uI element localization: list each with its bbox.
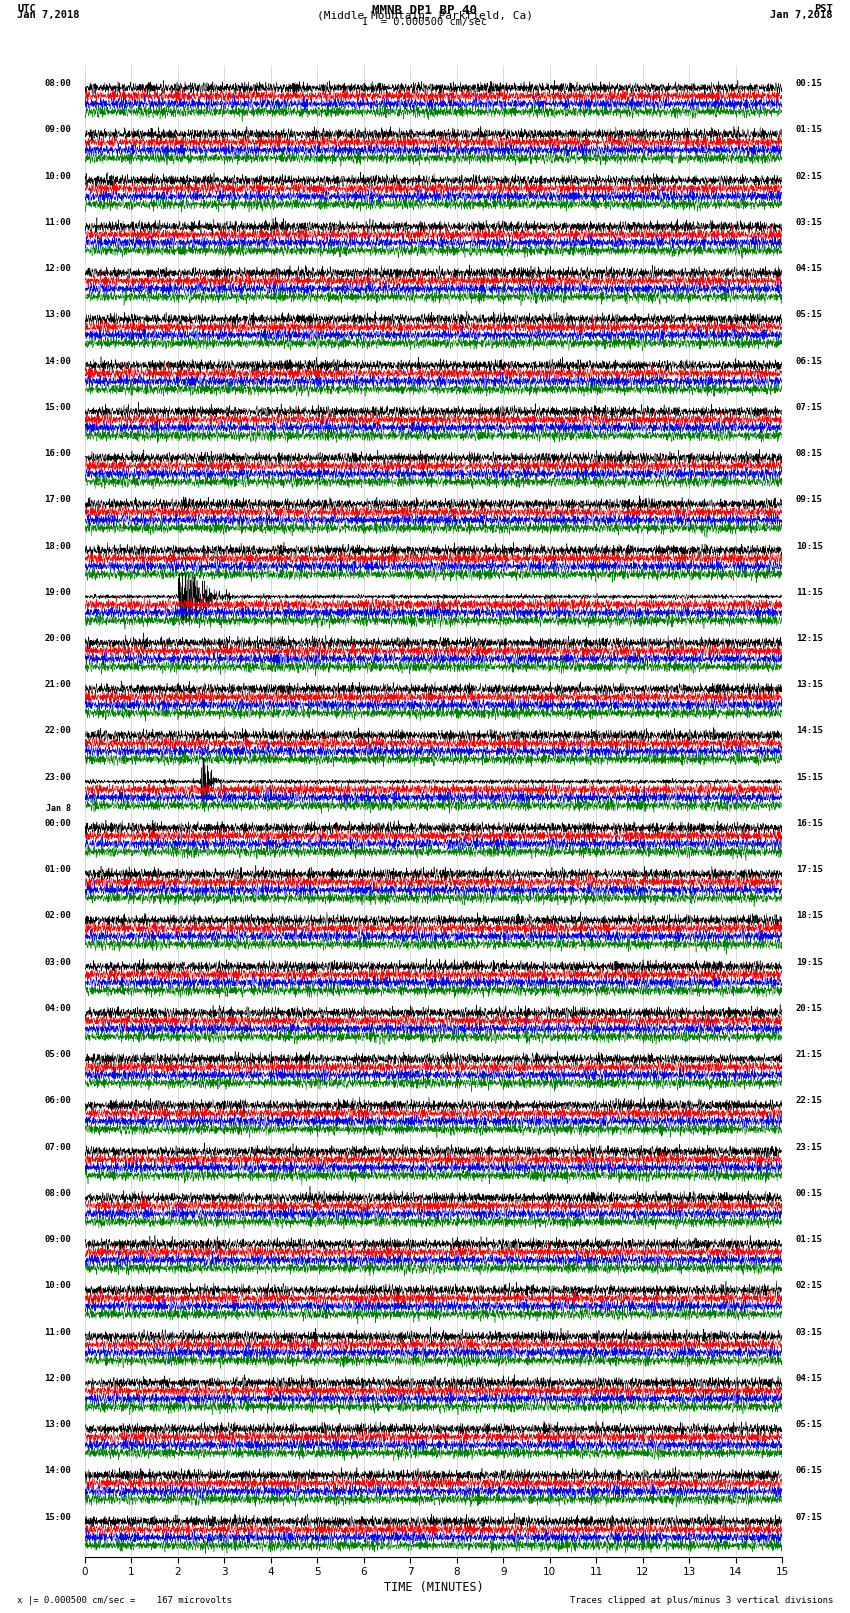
Text: I  = 0.000500 cm/sec: I = 0.000500 cm/sec [362, 18, 488, 27]
Text: 21:00: 21:00 [44, 681, 71, 689]
X-axis label: TIME (MINUTES): TIME (MINUTES) [383, 1581, 484, 1594]
Text: 09:00: 09:00 [44, 1236, 71, 1244]
Text: 03:15: 03:15 [796, 218, 823, 227]
Text: 10:15: 10:15 [796, 542, 823, 550]
Text: 15:00: 15:00 [44, 403, 71, 411]
Text: 16:00: 16:00 [44, 448, 71, 458]
Text: 17:00: 17:00 [44, 495, 71, 505]
Text: Jan 7,2018: Jan 7,2018 [770, 10, 833, 19]
Text: 04:15: 04:15 [796, 265, 823, 273]
Text: 18:00: 18:00 [44, 542, 71, 550]
Text: 22:00: 22:00 [44, 726, 71, 736]
Text: 19:15: 19:15 [796, 958, 823, 966]
Text: 00:15: 00:15 [796, 79, 823, 89]
Text: 09:15: 09:15 [796, 495, 823, 505]
Text: 08:15: 08:15 [796, 448, 823, 458]
Text: 07:15: 07:15 [796, 1513, 823, 1521]
Text: x |= 0.000500 cm/sec =    167 microvolts: x |= 0.000500 cm/sec = 167 microvolts [17, 1595, 232, 1605]
Text: 01:15: 01:15 [796, 1236, 823, 1244]
Text: 14:00: 14:00 [44, 1466, 71, 1476]
Text: 22:15: 22:15 [796, 1097, 823, 1105]
Text: 20:15: 20:15 [796, 1003, 823, 1013]
Text: 10:00: 10:00 [44, 171, 71, 181]
Text: 02:00: 02:00 [44, 911, 71, 921]
Text: 02:15: 02:15 [796, 171, 823, 181]
Text: 14:15: 14:15 [796, 726, 823, 736]
Text: 06:00: 06:00 [44, 1097, 71, 1105]
Text: 13:15: 13:15 [796, 681, 823, 689]
Text: 14:00: 14:00 [44, 356, 71, 366]
Text: 15:00: 15:00 [44, 1513, 71, 1521]
Text: 16:15: 16:15 [796, 819, 823, 827]
Text: 19:00: 19:00 [44, 587, 71, 597]
Text: 15:15: 15:15 [796, 773, 823, 782]
Text: 02:15: 02:15 [796, 1281, 823, 1290]
Text: 13:00: 13:00 [44, 310, 71, 319]
Text: 11:15: 11:15 [796, 587, 823, 597]
Text: 01:00: 01:00 [44, 865, 71, 874]
Text: 07:00: 07:00 [44, 1142, 71, 1152]
Text: Jan 7,2018: Jan 7,2018 [17, 10, 80, 19]
Text: 05:15: 05:15 [796, 1419, 823, 1429]
Text: 09:00: 09:00 [44, 126, 71, 134]
Text: 23:15: 23:15 [796, 1142, 823, 1152]
Text: 11:00: 11:00 [44, 1327, 71, 1337]
Text: 11:00: 11:00 [44, 218, 71, 227]
Text: Jan 8: Jan 8 [46, 803, 71, 813]
Text: 17:15: 17:15 [796, 865, 823, 874]
Text: 07:15: 07:15 [796, 403, 823, 411]
Text: 06:15: 06:15 [796, 356, 823, 366]
Text: 03:15: 03:15 [796, 1327, 823, 1337]
Text: 23:00: 23:00 [44, 773, 71, 782]
Text: 00:00: 00:00 [44, 819, 71, 827]
Text: 00:15: 00:15 [796, 1189, 823, 1198]
Text: 01:15: 01:15 [796, 126, 823, 134]
Text: 08:00: 08:00 [44, 1189, 71, 1198]
Text: 18:15: 18:15 [796, 911, 823, 921]
Text: 21:15: 21:15 [796, 1050, 823, 1060]
Text: 05:00: 05:00 [44, 1050, 71, 1060]
Text: 13:00: 13:00 [44, 1419, 71, 1429]
Text: PST: PST [814, 5, 833, 15]
Text: 12:15: 12:15 [796, 634, 823, 644]
Text: (Middle Mountain, Parkfield, Ca): (Middle Mountain, Parkfield, Ca) [317, 11, 533, 21]
Text: 04:00: 04:00 [44, 1003, 71, 1013]
Text: 05:15: 05:15 [796, 310, 823, 319]
Text: 12:00: 12:00 [44, 1374, 71, 1382]
Text: Traces clipped at plus/minus 3 vertical divisions: Traces clipped at plus/minus 3 vertical … [570, 1595, 833, 1605]
Text: 10:00: 10:00 [44, 1281, 71, 1290]
Text: 03:00: 03:00 [44, 958, 71, 966]
Text: 20:00: 20:00 [44, 634, 71, 644]
Text: 08:00: 08:00 [44, 79, 71, 89]
Text: 12:00: 12:00 [44, 265, 71, 273]
Text: UTC: UTC [17, 5, 36, 15]
Text: 04:15: 04:15 [796, 1374, 823, 1382]
Text: 06:15: 06:15 [796, 1466, 823, 1476]
Text: MMNB DP1 BP 40: MMNB DP1 BP 40 [372, 5, 478, 18]
